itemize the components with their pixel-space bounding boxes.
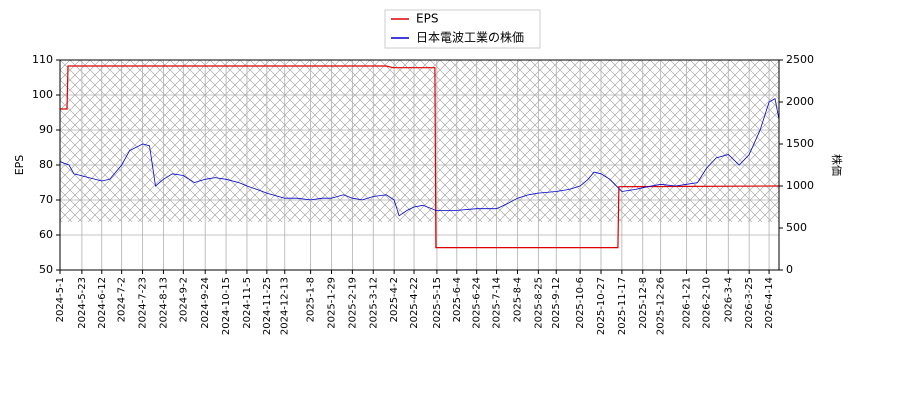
series-line (60, 65, 780, 249)
y2-tick-label: 2000 (786, 95, 814, 108)
x-tick-label: 2024-10-15 (221, 277, 232, 335)
y-tick-label: 110 (32, 53, 53, 66)
x-tick-label: 2025-5-15 (432, 277, 443, 329)
x-tick-label: 2026-3-4 (723, 277, 734, 322)
x-tick-label: 2024-8-13 (158, 277, 169, 329)
x-tick-label: 2025-12-26 (656, 277, 667, 335)
x-tick-label: 2025-11-17 (617, 277, 628, 335)
x-tick-label: 2025-8-4 (512, 277, 523, 322)
x-tick-label: 2025-1-8 (306, 277, 317, 322)
x-tick-label: 2025-2-19 (347, 277, 358, 329)
x-tick-label: 2024-9-24 (200, 277, 211, 329)
x-tick-label: 2024-7-2 (117, 277, 128, 322)
x-tick-label: 2026-1-21 (682, 277, 693, 329)
y2-tick-label: 500 (786, 221, 807, 234)
x-tick-label: 2024-5-23 (77, 277, 88, 329)
y-tick-label: 60 (39, 228, 53, 241)
x-tick-label: 2024-5-1 (55, 277, 66, 322)
y2-axis-label: 株価 (830, 154, 844, 176)
x-tick-label: 2026-3-25 (744, 277, 755, 329)
y-tick-label: 90 (39, 123, 53, 136)
x-tick-label: 2025-8-25 (533, 277, 544, 329)
x-tick-label: 2024-6-12 (97, 277, 108, 329)
x-tick-label: 2024-11-25 (262, 277, 273, 335)
x-tick-label: 2025-10-6 (575, 277, 586, 329)
legend-label: 日本電波工業の株価 (416, 30, 524, 45)
y-tick-label: 70 (39, 193, 53, 206)
legend-label: EPS (416, 12, 438, 26)
y2-tick-label: 1500 (786, 137, 814, 150)
x-tick-label: 2025-7-14 (492, 277, 503, 329)
x-tick-label: 2024-7-23 (138, 277, 149, 329)
x-tick-label: 2025-10-27 (596, 277, 607, 335)
x-tick-label: 2025-4-2 (389, 277, 400, 322)
y-tick-label: 50 (39, 263, 53, 276)
x-tick-label: 2024-9-2 (178, 277, 189, 322)
x-tick-label: 2025-6-24 (472, 277, 483, 329)
x-tick-label: 2026-4-14 (764, 277, 775, 329)
y-tick-label: 100 (32, 88, 53, 101)
hatch-area (60, 60, 779, 222)
x-tick-label: 2025-9-12 (551, 277, 562, 329)
y2-tick-label: 0 (786, 263, 793, 276)
x-tick-label: 2024-11-5 (242, 277, 253, 329)
x-tick-label: 2025-1-29 (326, 277, 337, 329)
x-tick-label: 2025-4-22 (409, 277, 420, 329)
x-tick-label: 2025-3-12 (368, 277, 379, 329)
x-tick-label: 2024-12-13 (280, 277, 291, 335)
plot-frame (59, 59, 780, 271)
legend: EPS 日本電波工業の株価 (384, 9, 541, 49)
y-axis-label: EPS (13, 155, 26, 176)
y2-tick-label: 1000 (786, 179, 814, 192)
x-tick-label: 2025-6-4 (452, 277, 463, 322)
y2-tick-label: 2500 (786, 53, 814, 66)
legend-box (384, 9, 541, 49)
y-tick-label: 80 (39, 158, 53, 171)
x-tick-label: 2025-12-8 (638, 277, 649, 329)
series-line (59, 97, 780, 217)
x-tick-label: 2026-2-10 (701, 277, 712, 329)
